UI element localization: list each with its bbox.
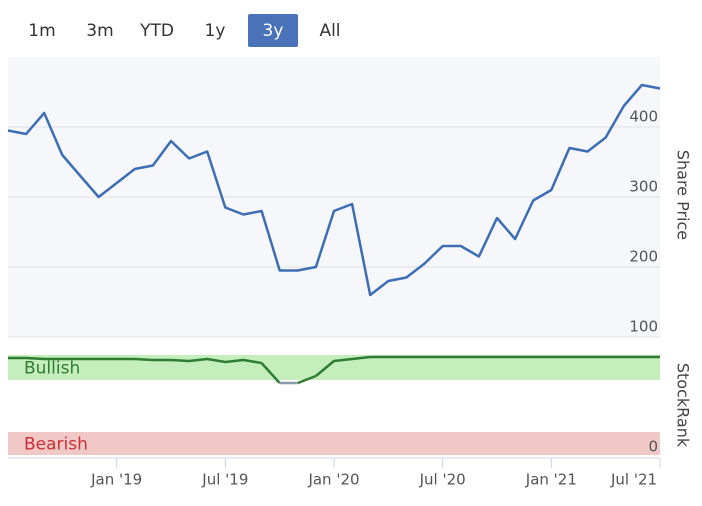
line-connector <box>260 362 281 384</box>
y-tick-label: 100 <box>629 318 658 336</box>
range-button[interactable]: 3y <box>263 21 284 41</box>
range-button[interactable]: 1y <box>205 21 226 41</box>
range-button[interactable]: 3m <box>86 21 113 41</box>
x-tick-label: Jan '20 <box>307 471 359 489</box>
active-button-bg <box>248 14 298 47</box>
range-button[interactable]: YTD <box>139 21 174 41</box>
x-tick-label: Jul '21 <box>610 471 657 489</box>
price-line <box>8 356 262 365</box>
x-tick-label: Jan '19 <box>90 471 142 489</box>
y-tick-label: 400 <box>629 108 658 126</box>
band <box>8 432 660 455</box>
band-label: Bearish <box>24 435 88 455</box>
line-connector <box>297 374 317 385</box>
y-tick-label: 0 <box>648 438 658 456</box>
y-tick-label: 300 <box>629 178 658 196</box>
range-button[interactable]: All <box>319 21 340 41</box>
y-axis-title: StockRank <box>674 363 693 448</box>
range-button[interactable]: 1m <box>28 21 55 41</box>
y-tick-label: 200 <box>629 248 658 266</box>
x-tick-label: Jan '21 <box>525 471 577 489</box>
price-line <box>7 83 661 297</box>
band-label: Bullish <box>24 359 80 379</box>
y-axis-title: Share Price <box>674 150 693 240</box>
price-line <box>315 355 660 377</box>
x-tick-label: Jul '20 <box>419 471 466 489</box>
x-tick-label: Jul '19 <box>201 471 248 489</box>
